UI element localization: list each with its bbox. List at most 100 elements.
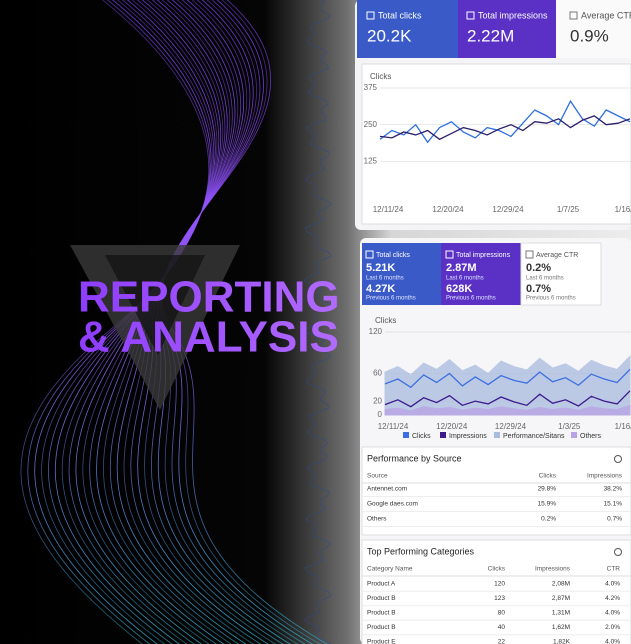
table-header: Impressions bbox=[587, 473, 623, 480]
table-cell: 40 bbox=[498, 624, 506, 631]
metric-label: Total impressions bbox=[478, 10, 548, 20]
table-card bbox=[361, 539, 631, 644]
checkbox bbox=[569, 11, 578, 20]
logo-inner bbox=[105, 255, 205, 355]
metric-period: Previous 6 months bbox=[446, 296, 496, 302]
table-cell: 1,31M bbox=[552, 610, 570, 617]
line-series bbox=[379, 99, 631, 144]
y-axis-label: Clicks bbox=[370, 72, 391, 81]
metric-current: 0.2% bbox=[526, 262, 551, 274]
table-header: CTR bbox=[607, 566, 621, 573]
table-cell: 4.2% bbox=[605, 595, 620, 602]
legend-label: Others bbox=[580, 433, 602, 440]
line-series bbox=[384, 368, 631, 389]
metric-period: Last 6 months bbox=[446, 276, 484, 282]
table-cell: 4.0% bbox=[605, 639, 620, 644]
x-tick-label: 12/11/24 bbox=[373, 205, 404, 214]
metric-current: 2.87M bbox=[446, 262, 477, 274]
table-cell: 29.8% bbox=[538, 486, 557, 493]
metric-period: Previous 6 months bbox=[366, 296, 416, 302]
y-tick-label: 0 bbox=[378, 410, 383, 419]
x-tick-label: 1/3/25 bbox=[558, 422, 581, 431]
table-cell: 0.2% bbox=[541, 516, 556, 523]
table-cell: 123 bbox=[494, 595, 505, 602]
metric-card bbox=[441, 243, 521, 305]
metric-label: Total clicks bbox=[376, 252, 410, 259]
x-tick-label: 12/29/24 bbox=[492, 205, 524, 214]
metric-current: 5.21K bbox=[366, 262, 395, 274]
table-cell: 2.0% bbox=[605, 624, 620, 631]
legend-label: Performance/Sitans bbox=[503, 433, 565, 440]
settings-icon bbox=[614, 548, 622, 556]
metric-card bbox=[362, 243, 441, 305]
table-cell: 15.1% bbox=[604, 501, 623, 508]
checkbox bbox=[525, 250, 534, 259]
panel-1-content: Total clicks 20.2K Total impressions 2.22M A… bbox=[361, 10, 631, 225]
table-cell: 22 bbox=[498, 639, 506, 644]
table-header: Clicks bbox=[539, 473, 557, 480]
metric-label: Total impressions bbox=[456, 252, 511, 259]
metric-period: Previous 6 months bbox=[526, 296, 576, 302]
metric-card bbox=[458, 0, 556, 58]
table-card bbox=[361, 446, 631, 536]
x-tick-label: 1/7/25 bbox=[557, 205, 580, 214]
table-cell: 2,08M bbox=[552, 581, 570, 588]
metric-period: Last 6 months bbox=[526, 276, 564, 282]
table-cell: 120 bbox=[494, 581, 505, 588]
table-cell: Google daes.com bbox=[367, 501, 418, 508]
panel-1: Total clicks 20.2K Total impressions 2.22M A… bbox=[355, 0, 631, 230]
table-cell: 1,62M bbox=[552, 624, 570, 631]
table-cell: 80 bbox=[498, 610, 506, 617]
wave-line bbox=[20, 0, 210, 644]
legend-swatch bbox=[494, 432, 500, 438]
table-header: Category Name bbox=[367, 566, 413, 573]
title-line-2: & ANALYSIS bbox=[78, 313, 339, 362]
y-axis-label: Clicks bbox=[375, 316, 396, 325]
table-header: Clicks bbox=[488, 566, 506, 573]
x-tick-label: 12/20/24 bbox=[436, 422, 468, 431]
table-cell: Others bbox=[367, 516, 387, 523]
metric-value: 2.22M bbox=[467, 26, 514, 45]
metric-previous: 0.7% bbox=[526, 283, 551, 295]
table-cell: 15.9% bbox=[538, 501, 557, 508]
chart-card bbox=[361, 63, 631, 225]
table-cell: Product B bbox=[367, 624, 396, 631]
legend-label: Impressions bbox=[449, 433, 487, 440]
area-series bbox=[384, 354, 631, 416]
settings-icon bbox=[614, 455, 622, 463]
x-tick-label: 12/20/24 bbox=[432, 205, 464, 214]
x-tick-label: 12/11/24 bbox=[378, 422, 409, 431]
checkbox bbox=[445, 250, 454, 259]
metric-card bbox=[357, 0, 458, 58]
x-tick-label: 1/16/25 bbox=[615, 205, 631, 214]
table-cell: 38.2% bbox=[604, 486, 623, 493]
table-cell: 4.0% bbox=[605, 610, 620, 617]
table-cell: 0.7% bbox=[607, 516, 622, 523]
table-cell: Product A bbox=[367, 581, 396, 588]
checkbox bbox=[466, 11, 475, 20]
table-title: Performance by Source bbox=[367, 453, 462, 463]
y-tick-label: 125 bbox=[364, 156, 378, 165]
table-cell: 2,87M bbox=[552, 595, 570, 602]
legend-swatch bbox=[571, 432, 577, 438]
metric-previous: 4.27K bbox=[366, 283, 395, 295]
divider-line bbox=[303, 0, 333, 644]
metric-previous: 628K bbox=[446, 283, 472, 295]
x-tick-label: 12/29/24 bbox=[495, 422, 527, 431]
checkbox bbox=[365, 250, 374, 259]
metric-value: 20.2K bbox=[367, 26, 412, 45]
wave-line bbox=[27, 0, 211, 644]
metric-card bbox=[556, 0, 631, 58]
table-header: Impressions bbox=[535, 566, 571, 573]
legend-label: Clicks bbox=[412, 433, 431, 440]
wave-line bbox=[34, 0, 212, 644]
line-series bbox=[384, 390, 631, 408]
y-tick-label: 375 bbox=[364, 83, 378, 92]
metric-label: Total clicks bbox=[378, 10, 422, 20]
y-tick-label: 120 bbox=[369, 327, 383, 336]
table-cell: Product E bbox=[367, 639, 396, 644]
legend-swatch bbox=[440, 432, 446, 438]
